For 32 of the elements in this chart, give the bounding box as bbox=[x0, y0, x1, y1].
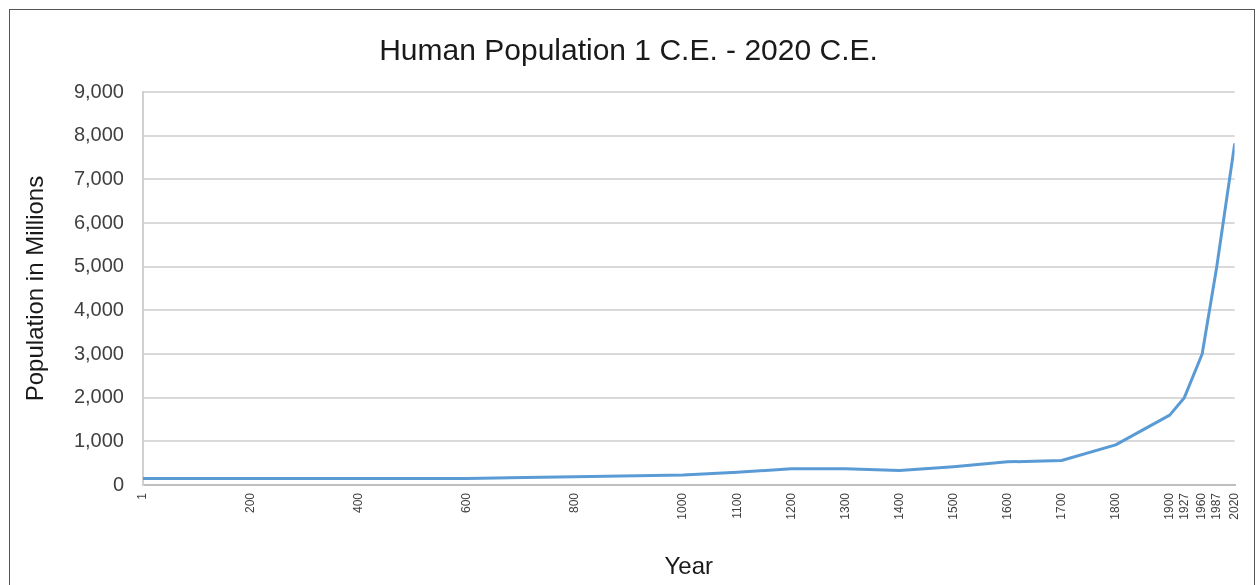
x-tick-label: 1000 bbox=[675, 492, 690, 520]
y-tick-label: 3,000 bbox=[73, 341, 124, 364]
y-tick-label: 5,000 bbox=[73, 254, 124, 277]
x-tick-label: 2020 bbox=[1226, 492, 1241, 520]
x-tick-label: 1200 bbox=[783, 492, 798, 520]
y-tick-label: 9,000 bbox=[73, 79, 124, 102]
x-tick-label: 200 bbox=[242, 492, 257, 514]
y-tick-label: 2,000 bbox=[73, 385, 124, 408]
x-tick-label: 1300 bbox=[837, 492, 852, 520]
x-axis-title: Year bbox=[664, 552, 714, 580]
y-tick-label: 0 bbox=[112, 472, 124, 495]
x-tick-label: 1 bbox=[135, 492, 150, 500]
x-tick-label: 400 bbox=[351, 492, 366, 514]
x-tick-label: 1900 bbox=[1162, 492, 1177, 520]
y-tick-label: 7,000 bbox=[73, 166, 124, 189]
chart-title: Human Population 1 C.E. - 2020 C.E. bbox=[379, 33, 878, 67]
x-tick-label: 1100 bbox=[729, 492, 744, 519]
y-tick-label: 1,000 bbox=[73, 428, 124, 451]
x-tick-label: 1500 bbox=[945, 492, 960, 520]
x-tick-label: 1700 bbox=[1053, 492, 1068, 520]
x-tick-label: 1960 bbox=[1194, 492, 1209, 520]
x-tick-label: 1600 bbox=[999, 492, 1014, 520]
y-tick-label: 8,000 bbox=[73, 123, 124, 146]
y-tick-label: 6,000 bbox=[73, 210, 124, 233]
x-tick-label: 1400 bbox=[891, 492, 906, 520]
x-tick-label: 800 bbox=[567, 492, 582, 514]
y-axis-title: Population in Millions bbox=[21, 175, 49, 402]
x-tick-label: 1927 bbox=[1176, 492, 1191, 520]
x-tick-label: 1800 bbox=[1107, 492, 1122, 520]
y-tick-label: 4,000 bbox=[73, 297, 124, 320]
x-tick-label: 1987 bbox=[1209, 492, 1224, 520]
x-tick-label: 600 bbox=[459, 492, 474, 514]
